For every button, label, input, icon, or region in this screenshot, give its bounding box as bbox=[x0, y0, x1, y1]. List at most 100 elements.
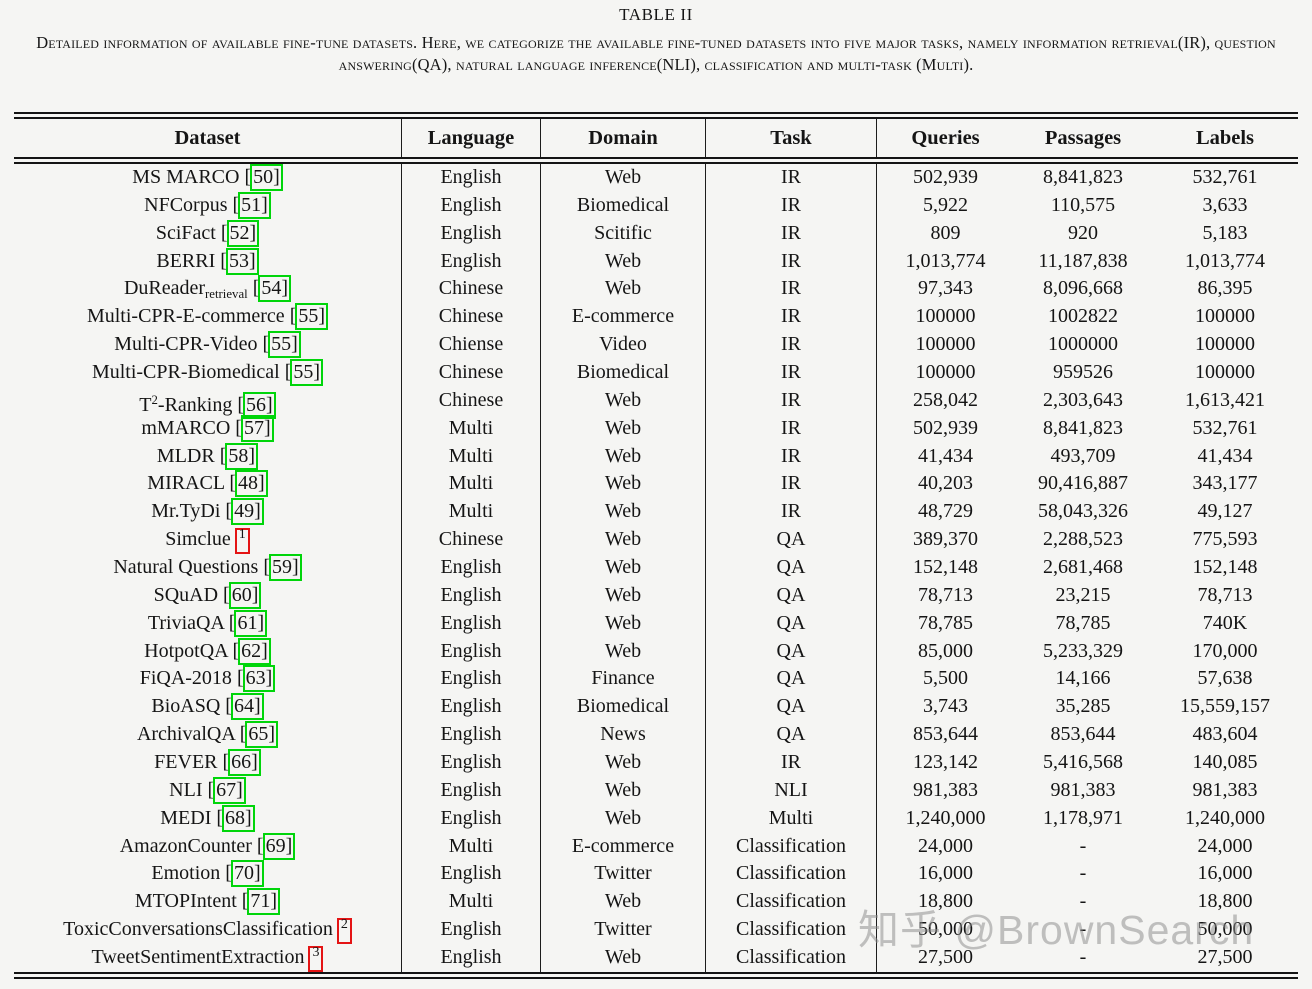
cell-domain: Web bbox=[541, 442, 706, 471]
citation-link[interactable]: 68] bbox=[222, 804, 255, 832]
table-row: MIRACL [48] Multi Web IR 40,203 90,416,887 343… bbox=[14, 470, 1298, 499]
cell-labels: 343,177 bbox=[1192, 472, 1258, 495]
citation-link[interactable]: 66] bbox=[228, 749, 261, 777]
citation-link[interactable]: 58] bbox=[225, 442, 259, 470]
citation-link[interactable]: 60] bbox=[228, 581, 262, 609]
citation-link[interactable]: 67] bbox=[213, 776, 246, 804]
cell-queries: 50,000 bbox=[918, 918, 973, 941]
cell-queries: 100000 bbox=[915, 361, 976, 384]
cell-domain: Finance bbox=[541, 665, 706, 694]
cell-task: QA bbox=[706, 609, 877, 638]
footnote-link[interactable]: 3 bbox=[308, 945, 324, 973]
table-number: TABLE II bbox=[619, 5, 693, 24]
table-top-rule bbox=[14, 112, 1298, 119]
cell-passages: 2,288,523 bbox=[1043, 528, 1123, 551]
citation-link[interactable]: 62] bbox=[238, 637, 271, 665]
citation-link[interactable]: 70] bbox=[230, 860, 264, 888]
table-row: HotpotQA [62] English Web QA 85,000 5,233,329… bbox=[14, 637, 1298, 666]
table-row: T2-Ranking [56] Chinese Web IR 258,042 2,303,… bbox=[14, 386, 1298, 419]
table-row: FEVER [66] English Web IR 123,142 5,416,568 14… bbox=[14, 749, 1298, 777]
citation-link[interactable]: 57] bbox=[240, 414, 274, 442]
cell-language: English bbox=[402, 581, 541, 610]
cell-passages: 1,178,971 bbox=[1043, 806, 1123, 829]
cell-domain: Web bbox=[541, 609, 706, 638]
footnote-link[interactable]: 1 bbox=[234, 527, 250, 555]
table-row: Emotion [70] English Twitter Classification… bbox=[14, 860, 1298, 889]
cell-domain: E-commerce bbox=[541, 303, 706, 332]
cell-dataset: TweetSentimentExtraction 3 bbox=[14, 944, 402, 973]
datasets-table: Dataset Language Domain Task Queries Passages… bbox=[14, 112, 1298, 979]
cell-labels: 981,383 bbox=[1192, 778, 1258, 801]
table-row: mMARCO [57] Multi Web IR 502,939 8,841,823 532… bbox=[14, 414, 1298, 443]
cell-passages: 8,096,668 bbox=[1043, 277, 1123, 300]
cell-dataset: Multi-CPR-E-commerce [55] bbox=[14, 303, 402, 332]
citation-link[interactable]: 61] bbox=[234, 609, 268, 637]
cell-passages: 35,285 bbox=[1055, 695, 1111, 718]
citation-link[interactable]: 49] bbox=[231, 498, 264, 526]
cell-domain: Scitific bbox=[541, 219, 706, 248]
cell-passages: 493,709 bbox=[1050, 444, 1116, 467]
cell-labels: 483,604 bbox=[1192, 723, 1258, 746]
table-body: MS MARCO [50] English Web IR 502,939 8,841,82… bbox=[14, 164, 1298, 973]
citation-link[interactable]: 59] bbox=[268, 554, 302, 582]
citation-link[interactable]: 48] bbox=[235, 470, 268, 498]
footnote-link[interactable]: 2 bbox=[336, 917, 352, 945]
cell-labels: 3,633 bbox=[1202, 193, 1248, 216]
table-row: MLDR [58] Multi Web IR 41,434 493,709 41,434 bbox=[14, 442, 1298, 471]
cell-passages: 14,166 bbox=[1055, 667, 1111, 690]
citation-link[interactable]: 51] bbox=[238, 191, 271, 219]
column-header-passages: Passages bbox=[1044, 127, 1122, 149]
cell-language: Multi bbox=[402, 888, 541, 917]
cell-language: English bbox=[402, 721, 541, 750]
citation-link[interactable]: 50] bbox=[250, 164, 283, 191]
citation-link[interactable]: 52] bbox=[226, 219, 260, 247]
cell-dataset: FEVER [66] bbox=[14, 749, 402, 777]
citation-link[interactable]: 56] bbox=[243, 391, 276, 419]
cell-domain: Web bbox=[541, 498, 706, 527]
citation-link[interactable]: 53] bbox=[225, 247, 259, 275]
column-header-dataset: Dataset bbox=[14, 119, 402, 157]
cell-queries: 85,000 bbox=[918, 639, 973, 662]
table-row: MTOPIntent [71] Multi Web Classification 18,… bbox=[14, 888, 1298, 917]
cell-passages: 110,575 bbox=[1050, 193, 1116, 216]
citation-link[interactable]: 64] bbox=[230, 693, 264, 721]
cell-language: Multi bbox=[402, 442, 541, 471]
citation-link[interactable]: 55] bbox=[290, 359, 324, 387]
cell-labels: 18,800 bbox=[1197, 890, 1253, 913]
citation-link[interactable]: 54] bbox=[258, 275, 292, 303]
cell-queries: 981,383 bbox=[913, 778, 978, 801]
cell-labels: 1,013,774 bbox=[1185, 249, 1265, 272]
citation-link[interactable]: 63] bbox=[242, 665, 276, 693]
cell-queries: 100000 bbox=[915, 305, 976, 328]
table-row: FiQA-2018 [63] English Finance QA 5,500 14,16… bbox=[14, 665, 1298, 694]
citation-link[interactable]: 55] bbox=[295, 303, 329, 331]
cell-domain: Web bbox=[541, 804, 706, 833]
cell-queries: 27,500 bbox=[918, 946, 973, 969]
cell-queries: 1,240,000 bbox=[905, 806, 986, 829]
cell-task: NLI bbox=[706, 776, 877, 805]
citation-link[interactable]: 55] bbox=[268, 331, 301, 359]
cell-dataset: MIRACL [48] bbox=[14, 470, 402, 499]
cell-queries: 78,785 bbox=[918, 611, 973, 634]
cell-labels: 27,500 bbox=[1197, 946, 1253, 969]
cell-queries: 258,042 bbox=[913, 388, 978, 411]
cell-dataset: ArchivalQA [65] bbox=[14, 721, 402, 750]
cell-labels: 78,713 bbox=[1197, 583, 1253, 606]
citation-link[interactable]: 65] bbox=[245, 721, 279, 749]
cell-domain: Biomedical bbox=[541, 191, 706, 220]
column-header-task: Task bbox=[706, 119, 877, 157]
cell-labels: 140,085 bbox=[1192, 751, 1258, 774]
citation-link[interactable]: 71] bbox=[247, 888, 281, 916]
citation-link[interactable]: 69] bbox=[262, 832, 296, 860]
cell-domain: Web bbox=[541, 164, 706, 192]
cell-dataset: Multi-CPR-Video [55] bbox=[14, 331, 402, 360]
table-row: ArchivalQA [65] English News QA 853,644 853,6… bbox=[14, 721, 1298, 750]
cell-domain: Web bbox=[541, 554, 706, 582]
cell-language: Chiense bbox=[402, 331, 541, 360]
cell-dataset: Multi-CPR-Biomedical [55] bbox=[14, 359, 402, 387]
cell-labels: 100000 bbox=[1195, 361, 1255, 384]
cell-labels: 1,613,421 bbox=[1185, 388, 1265, 411]
cell-task: IR bbox=[706, 164, 877, 192]
cell-dataset: NLI [67] bbox=[14, 776, 402, 805]
table-header-rule bbox=[14, 157, 1298, 164]
